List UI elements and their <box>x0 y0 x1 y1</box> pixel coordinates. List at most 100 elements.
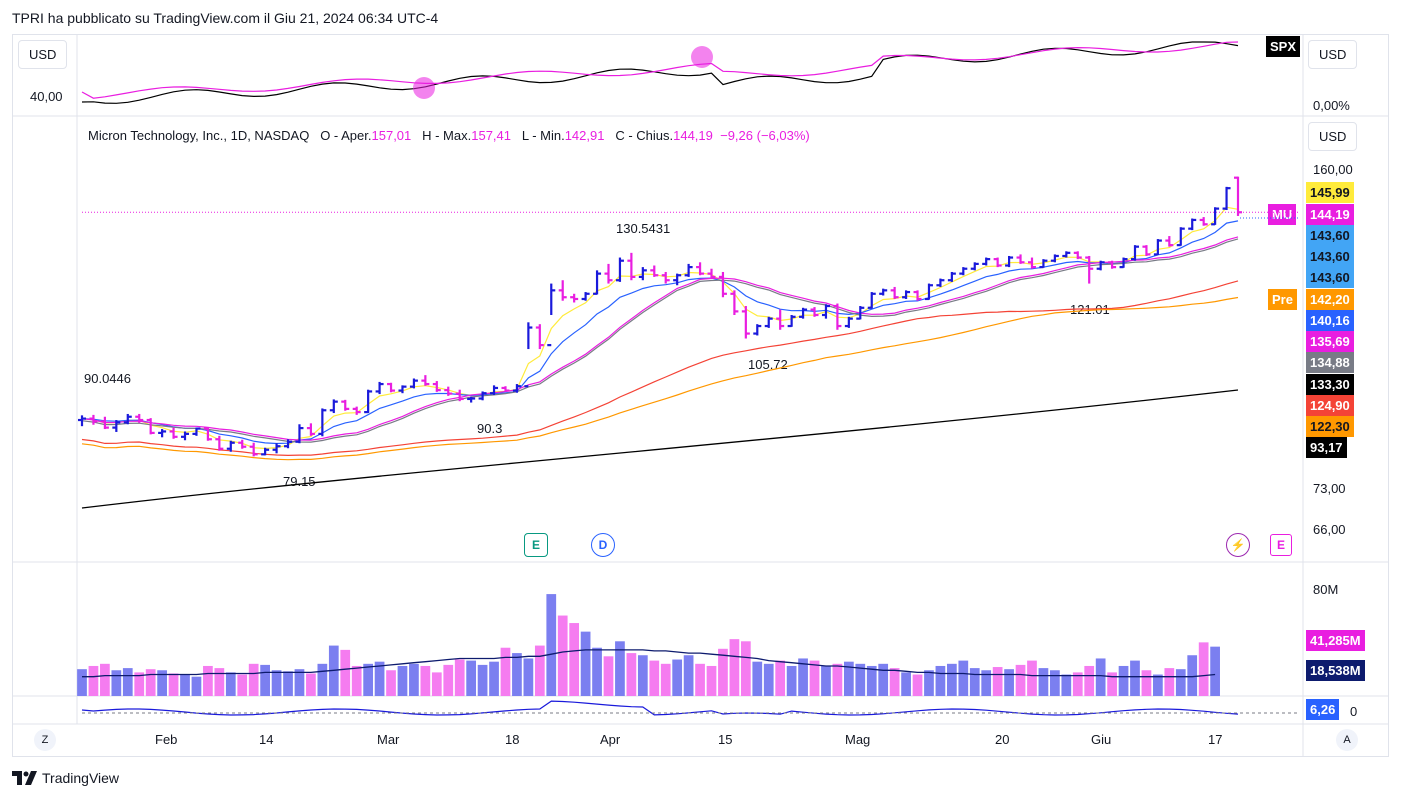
volume-bar <box>1038 668 1049 696</box>
volume-bar <box>134 672 145 696</box>
auto-scale-button[interactable]: A <box>1336 729 1358 751</box>
volume-ma-line <box>82 649 1216 678</box>
currency-button-left[interactable]: USD <box>18 40 68 69</box>
volume-bar <box>523 658 534 696</box>
volume-bar <box>397 665 408 696</box>
annotation-90-0446: 90.0446 <box>84 371 131 386</box>
volume-bar <box>546 594 557 696</box>
volume-bar <box>649 660 660 696</box>
price-tag-label-mu: MU <box>1268 204 1297 225</box>
volume-bar <box>580 631 591 696</box>
currency-button-main[interactable]: USD <box>1308 122 1358 151</box>
volume-bar <box>100 663 110 696</box>
volume-tag: 41,285M <box>1306 630 1365 651</box>
volume-bar <box>809 660 820 696</box>
volume-bar <box>843 661 854 696</box>
volume-bar <box>386 670 396 696</box>
x-tick-14: 14 <box>259 732 274 747</box>
volume-bar <box>168 673 179 696</box>
legend-name: Micron Technology, Inc., 1D, NASDAQ <box>88 128 310 143</box>
volume-bar <box>225 672 236 696</box>
price-tag: 143,60 <box>1306 267 1354 288</box>
volume-bar <box>340 649 351 696</box>
price-tick-73: 73,00 <box>1313 481 1346 496</box>
page-title: TPRI ha pubblicato su TradingView.com il… <box>12 10 439 26</box>
volume-bar <box>706 665 717 696</box>
volume-bar <box>1050 670 1060 696</box>
volume-bar <box>512 653 522 696</box>
x-tick-feb: Feb <box>155 732 178 747</box>
volume-bar <box>981 670 992 696</box>
brand-name: TradingView <box>42 770 120 786</box>
legend-c-value: 144,19 <box>673 128 713 143</box>
earnings-future-badge[interactable]: E <box>1270 534 1292 556</box>
volume-bar <box>1095 658 1106 696</box>
price-tag: 133,30 <box>1306 374 1354 395</box>
volume-bar <box>294 669 305 696</box>
volume-bar <box>431 672 442 696</box>
volume-ma-tag: 18,538M <box>1306 660 1365 681</box>
x-tick-17: 17 <box>1208 732 1223 747</box>
volume-bar <box>946 663 957 696</box>
price-tag: 144,19 <box>1306 204 1354 225</box>
volume-bar <box>454 659 465 696</box>
volume-bar <box>969 668 980 696</box>
zoom-button[interactable]: Z <box>34 729 56 751</box>
volume-bar <box>420 665 431 696</box>
volume-bar <box>1198 642 1209 696</box>
volume-bar <box>901 672 911 696</box>
legend-o-label: O - Aper. <box>320 128 372 143</box>
volume-bar <box>1027 660 1037 696</box>
volume-bar <box>786 665 797 696</box>
top-left-value: 40,00 <box>30 89 63 104</box>
price-tag: 122,30 <box>1306 416 1354 437</box>
volume-bar <box>271 670 282 696</box>
volume-bar <box>775 660 786 696</box>
price-tag-label-pre: Pre <box>1268 289 1297 310</box>
volume-bar <box>958 660 969 696</box>
volume-bar <box>477 664 488 696</box>
legend-l-value: 142,91 <box>564 128 605 143</box>
volume-bar <box>317 663 328 696</box>
volume-bar <box>1004 669 1014 696</box>
price-tag: 93,17 <box>1306 437 1347 458</box>
volume-bar <box>763 663 774 696</box>
price-tick-160: 160,00 <box>1313 162 1353 177</box>
dividend-badge[interactable]: D <box>591 533 615 557</box>
volume-bar <box>351 665 362 696</box>
x-tick-15: 15 <box>718 732 733 747</box>
price-tag: 145,99 <box>1306 182 1354 203</box>
volume-bar <box>88 665 99 696</box>
volume-bar <box>180 674 190 696</box>
volume-bar <box>248 663 259 696</box>
x-tick-giu: Giu <box>1091 732 1112 747</box>
volume-bar <box>1130 660 1140 696</box>
volume-bar <box>672 659 683 696</box>
ema-blue-line <box>81 220 1239 445</box>
volume-bar <box>363 663 374 696</box>
indicator-zero: 0 <box>1350 704 1358 719</box>
volume-bar <box>260 664 270 696</box>
volume-bar <box>409 663 419 696</box>
split-badge[interactable]: ⚡ <box>1226 533 1250 557</box>
price-tag: 135,69 <box>1306 331 1354 352</box>
spx-event-marker <box>413 77 435 99</box>
volume-bar <box>798 658 808 696</box>
volume-bar <box>237 674 248 696</box>
sma-pink-line <box>81 236 1239 441</box>
volume-bar <box>878 663 889 696</box>
mu-compare-line <box>81 41 1239 99</box>
sma-grey-line <box>81 238 1239 443</box>
volume-bar <box>283 671 293 696</box>
volume-bar <box>306 673 316 696</box>
volume-bar <box>637 655 648 696</box>
price-tag: 134,88 <box>1306 352 1354 373</box>
volume-bar <box>1153 674 1163 696</box>
x-tick-18: 18 <box>505 732 520 747</box>
volume-bar <box>718 648 728 696</box>
earnings-badge[interactable]: E <box>524 533 548 557</box>
currency-button-top[interactable]: USD <box>1308 40 1358 69</box>
volume-bar <box>557 615 568 696</box>
sma-orange-line <box>81 296 1239 461</box>
volume-bar <box>1061 674 1072 696</box>
